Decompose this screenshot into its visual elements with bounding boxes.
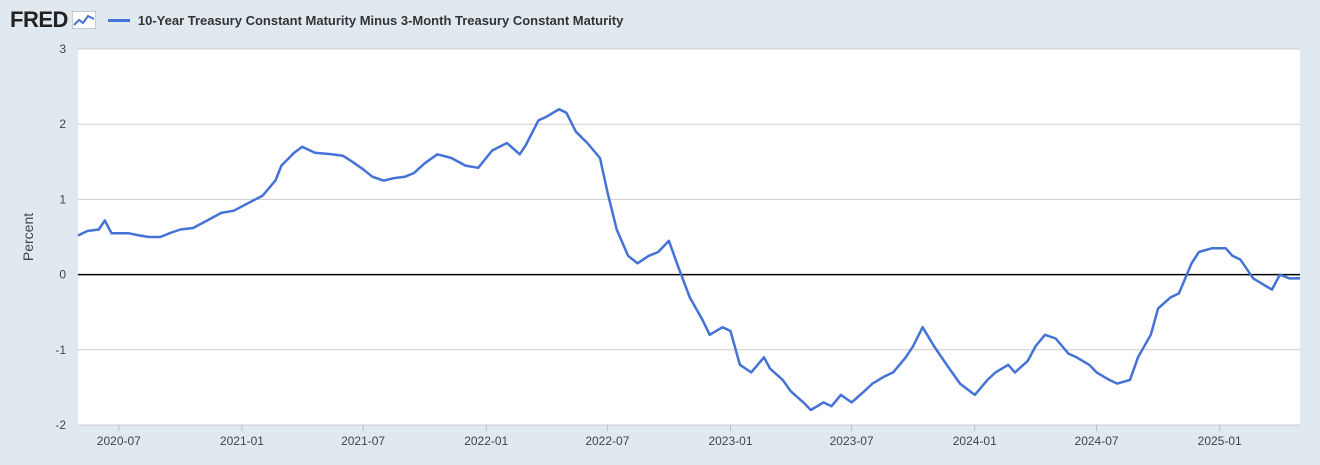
- y-tick-label: -1: [55, 343, 66, 357]
- x-axis-ticks: 2020-07 2021-01 2021-07 2022-01 2022-07 2023-…: [97, 425, 1242, 448]
- x-tick-label: 2023-01: [708, 434, 752, 448]
- y-tick-label: 3: [59, 42, 66, 56]
- x-tick-label: 2022-01: [464, 434, 508, 448]
- chart-header: FRED 10-Year Treasury Constant Maturity …: [10, 6, 623, 34]
- series-line: [77, 107, 1300, 412]
- y-axis-label: Percent: [20, 213, 36, 261]
- x-tick-label: 2023-07: [830, 434, 874, 448]
- x-tick-label: 2024-07: [1075, 434, 1119, 448]
- legend-swatch: [107, 18, 130, 22]
- x-tick-label: 2020-07: [97, 434, 141, 448]
- y-tick-label: 2: [59, 117, 66, 131]
- series-lines: [77, 107, 1300, 412]
- legend: 10-Year Treasury Constant Maturity Minus…: [107, 12, 624, 28]
- x-tick-label: 2024-01: [953, 434, 997, 448]
- y-tick-label: 0: [59, 268, 66, 282]
- line-chart-icon: [71, 11, 96, 29]
- y-tick-label: -2: [55, 418, 66, 432]
- x-tick-label: 2025-01: [1198, 434, 1242, 448]
- x-tick-label: 2021-01: [220, 434, 264, 448]
- y-axis-ticks: -2 -1 0 1 2 3: [55, 42, 66, 432]
- x-tick-label: 2021-07: [341, 434, 385, 448]
- x-tick-label: 2022-07: [585, 434, 629, 448]
- legend-entry: 10-Year Treasury Constant Maturity Minus…: [137, 12, 624, 28]
- fred-logo: FRED: [10, 7, 68, 32]
- y-tick-label: 1: [59, 192, 66, 206]
- plot-area: [78, 49, 1300, 425]
